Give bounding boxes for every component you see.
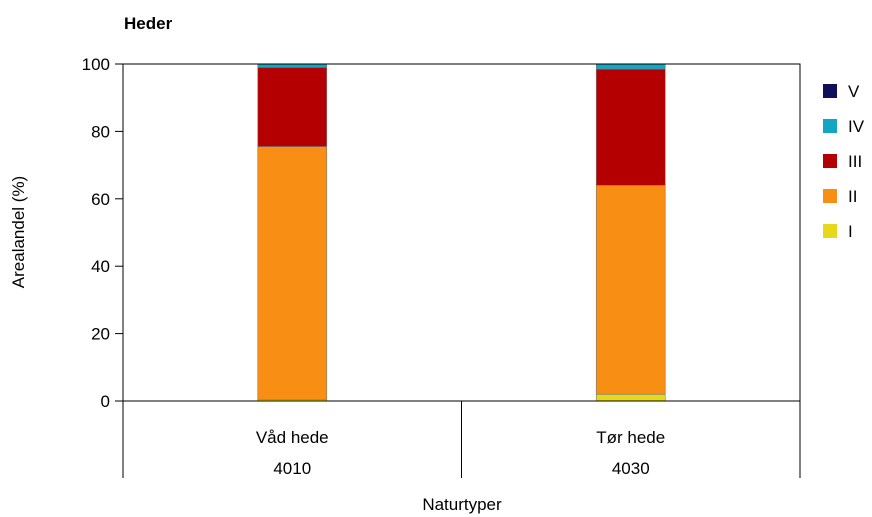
category-code-label: 4010 (273, 459, 311, 478)
legend-label: I (848, 222, 853, 241)
x-axis-label: Naturtyper (422, 495, 502, 514)
bar-segment (595, 63, 666, 70)
legend-label: III (848, 152, 862, 171)
y-tick-label: 100 (82, 55, 110, 74)
bar-segment (257, 63, 328, 68)
y-tick-label: 0 (101, 392, 110, 411)
legend-swatch (823, 154, 837, 168)
legend-swatch (823, 84, 837, 98)
plot-frame (122, 63, 801, 402)
legend-label: V (848, 82, 860, 101)
legend-swatch (823, 119, 837, 133)
category-axis: Våd hede 4010 Tør hede 4030 (122, 401, 801, 478)
legend-swatch (823, 224, 837, 238)
bar-segment (595, 393, 666, 402)
chart-title: Heder (124, 14, 173, 33)
legend-label: II (848, 187, 857, 206)
legend-label: IV (848, 117, 865, 136)
y-tick-label: 40 (91, 257, 110, 276)
y-tick-label: 60 (91, 190, 110, 209)
y-axis-label: Arealandel (%) (9, 176, 28, 288)
bar-segment (257, 146, 328, 400)
category-name-label: Tør hede (596, 428, 665, 447)
y-tick-label: 20 (91, 325, 110, 344)
bars (257, 63, 666, 402)
bar-segment (595, 68, 666, 186)
category-name-label: Våd hede (256, 428, 329, 447)
y-axis-ticks: 0 20 40 60 80 100 (82, 55, 123, 411)
bar-segment (257, 67, 328, 147)
bar-segment (595, 185, 666, 395)
legend-swatch (823, 189, 837, 203)
category-code-label: 4030 (612, 459, 650, 478)
y-tick-label: 80 (91, 122, 110, 141)
